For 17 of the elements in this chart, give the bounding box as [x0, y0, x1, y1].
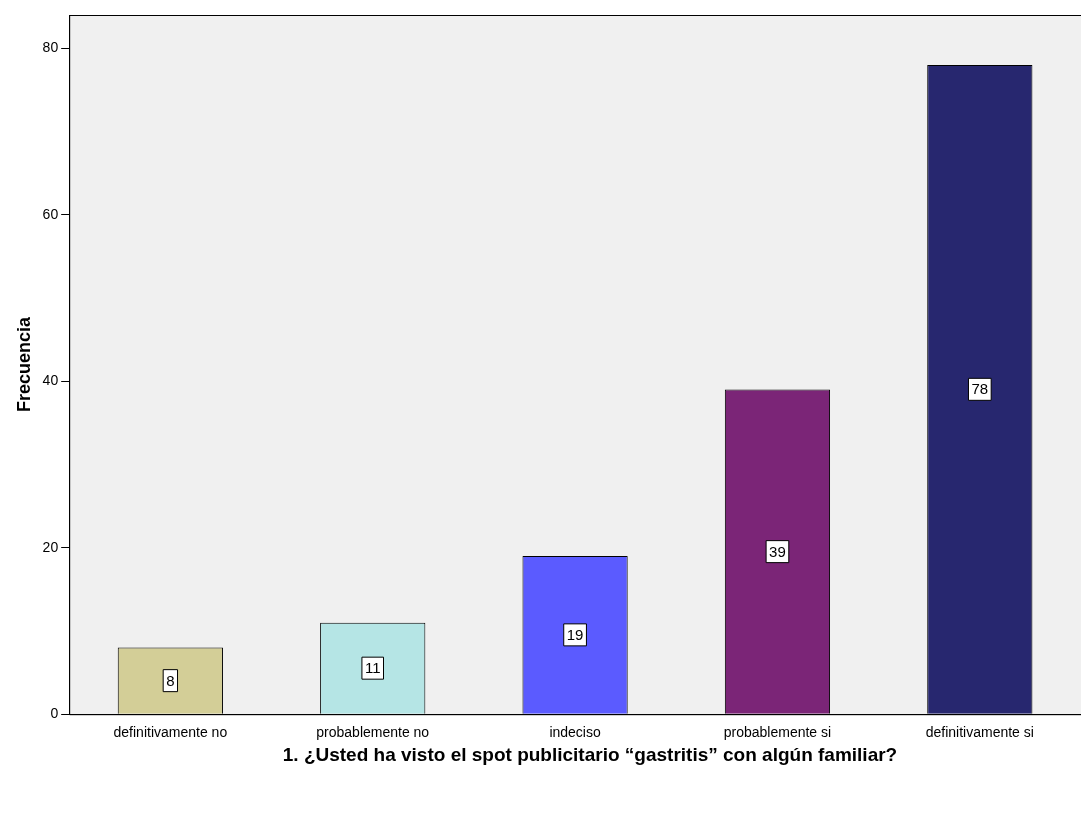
x-tick-label: definitivamente si	[925, 724, 1034, 741]
y-tick-label: 0	[50, 705, 59, 722]
data-label: 19	[566, 626, 584, 644]
y-tick-label: 60	[42, 205, 59, 222]
data-label: 8	[166, 671, 175, 689]
y-axis-title: Frecuencia	[13, 316, 34, 413]
x-axis-title: 1. ¿Usted ha visto el spot publicitario “gastritis” con algún familiar?	[281, 744, 899, 765]
y-tick-label: 20	[42, 538, 59, 555]
x-tick-label: indeciso	[549, 724, 601, 741]
y-tick-label: 40	[42, 372, 59, 389]
y-tick-label: 80	[42, 39, 59, 56]
x-tick-label: probablemente si	[723, 724, 832, 741]
data-label: 78	[971, 380, 989, 398]
data-label: 39	[769, 542, 786, 560]
x-tick-label: definitivamente no	[113, 724, 228, 741]
x-tick-label: probablemente no	[316, 724, 430, 741]
data-label: 11	[364, 659, 381, 677]
